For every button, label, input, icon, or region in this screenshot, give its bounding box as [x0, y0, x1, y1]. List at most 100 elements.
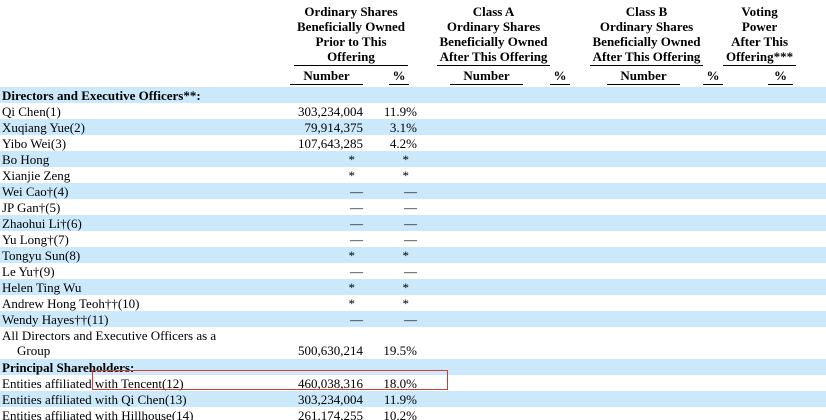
sub-header-row: Number % Number % Number % % — [0, 68, 826, 87]
table-row: Andrew Hong Teoh††(10) * * — [0, 295, 826, 311]
voting-pct-cell — [723, 199, 793, 215]
class-b-pct-cell — [680, 167, 723, 183]
table-row: Entities affiliated with Qi Chen(13) 303,… — [0, 391, 826, 407]
spacer-cell — [793, 263, 826, 279]
ordinary-number-cell: — — [350, 231, 363, 247]
ordinary-number-cell: — — [350, 263, 363, 279]
class-a-pct-cell — [523, 311, 570, 327]
ordinary-number-cell: 303,234,004 — [298, 391, 363, 407]
row-label: Qi Chen(1) — [2, 103, 61, 119]
ordinary-number-cell: — — [350, 215, 363, 231]
table-row: Yu Long†(7) — — — [0, 231, 826, 247]
class-b-pct-cell — [680, 199, 723, 215]
col-group-ordinary-shares-header: Ordinary Shares Beneficially Owned Prior… — [285, 0, 417, 68]
class-a-number-cell — [417, 247, 523, 263]
class-b-pct-cell — [680, 215, 723, 231]
row-label: Yibo Wei(3) — [2, 135, 67, 151]
class-a-pct-cell — [523, 359, 570, 375]
class-b-number-cell — [570, 151, 680, 167]
spacer-cell — [793, 231, 826, 247]
class-b-pct-cell — [680, 279, 723, 295]
class-b-pct-cell — [680, 151, 723, 167]
ordinary-pct-header: % — [363, 68, 417, 87]
class-a-pct-cell — [523, 375, 570, 391]
class-b-number-header: Number — [570, 68, 680, 87]
spacer-cell — [793, 311, 826, 327]
ordinary-pct-cell: * — [402, 247, 410, 263]
class-a-pct-cell — [523, 103, 570, 119]
table-row: Helen Ting Wu * * — [0, 279, 826, 295]
row-label: JP Gan†(5) — [2, 199, 61, 215]
voting-pct-cell — [723, 231, 793, 247]
spacer-cell — [793, 119, 826, 135]
spacer-cell — [793, 215, 826, 231]
row-label: Helen Ting Wu — [2, 279, 82, 295]
table-row: Yibo Wei(3) 107,643,285 4.2% — [0, 135, 826, 151]
table-row: Xianjie Zeng * * — [0, 167, 826, 183]
table-row: Entities affiliated with Hillhouse(14) 26… — [0, 407, 826, 420]
ordinary-number-cell: 303,234,004 — [298, 103, 363, 119]
col-group-class-b-header: Class B Ordinary Shares Beneficially Own… — [570, 0, 723, 68]
col-group-class-a-header: Class A Ordinary Shares Beneficially Own… — [417, 0, 570, 68]
class-b-number-cell — [570, 375, 680, 391]
spacer-cell — [793, 87, 826, 103]
class-a-number-cell — [417, 215, 523, 231]
table-row: Wei Cao†(4) — — — [0, 183, 826, 199]
class-b-pct-cell — [680, 359, 723, 375]
table-row: Xuqiang Yue(2) 79,914,375 3.1% — [0, 119, 826, 135]
class-b-pct-cell — [680, 87, 723, 103]
voting-pct-cell — [723, 103, 793, 119]
class-b-pct-cell — [680, 135, 723, 151]
class-a-number-cell — [417, 375, 523, 391]
class-b-number-cell — [570, 199, 680, 215]
table-row: All Directors and Executive Officers as … — [0, 327, 826, 359]
class-b-number-cell — [570, 231, 680, 247]
ordinary-pct-cell: — — [404, 215, 417, 231]
class-b-number-cell — [570, 119, 680, 135]
class-b-number-cell — [570, 359, 680, 375]
class-b-pct-cell — [680, 231, 723, 247]
table-row: Principal Shareholders: — [0, 359, 826, 375]
class-b-pct-cell — [680, 119, 723, 135]
table-row: Bo Hong * * — [0, 151, 826, 167]
spacer-cell — [793, 199, 826, 215]
class-a-number-cell — [417, 103, 523, 119]
ordinary-number-cell: — — [350, 183, 363, 199]
class-a-pct-cell — [523, 279, 570, 295]
row-label: Zhaohui Li†(6) — [2, 215, 82, 231]
ordinary-pct-cell: 10.2% — [383, 407, 417, 420]
class-a-number-cell — [417, 167, 523, 183]
spacer-column — [793, 0, 826, 68]
row-label: Tongyu Sun(8) — [2, 247, 81, 263]
spacer-cell — [793, 247, 826, 263]
ordinary-number-cell: * — [348, 151, 356, 167]
ordinary-number-cell: * — [348, 167, 356, 183]
ordinary-pct-cell: — — [404, 263, 417, 279]
class-a-pct-cell — [523, 87, 570, 103]
spacer-cell — [793, 151, 826, 167]
row-label: Xianjie Zeng — [2, 167, 71, 183]
class-a-pct-cell — [523, 151, 570, 167]
row-label: Bo Hong — [2, 151, 50, 167]
class-b-number-cell — [570, 247, 680, 263]
label-column-header — [0, 0, 285, 68]
col-group-ordinary-shares-label: Ordinary Shares Beneficially Owned Prior… — [294, 4, 408, 66]
class-a-number-cell — [417, 135, 523, 151]
class-a-number-cell — [417, 391, 523, 407]
ordinary-pct-cell: — — [404, 199, 417, 215]
class-a-pct-cell — [523, 183, 570, 199]
ordinary-number-cell — [285, 359, 363, 375]
voting-pct-cell — [723, 119, 793, 135]
ordinary-pct-cell: 4.2% — [389, 135, 417, 151]
class-b-number-cell — [570, 103, 680, 119]
group-header-row: Ordinary Shares Beneficially Owned Prior… — [0, 0, 826, 68]
row-label: Principal Shareholders: — [2, 359, 135, 375]
class-a-number-cell — [417, 151, 523, 167]
spacer-cell — [793, 407, 826, 420]
class-b-number-cell — [570, 183, 680, 199]
row-label: Directors and Executive Officers**: — [2, 87, 201, 103]
voting-pct-cell — [723, 167, 793, 183]
class-a-number-cell — [417, 87, 523, 103]
class-a-pct-cell — [523, 215, 570, 231]
